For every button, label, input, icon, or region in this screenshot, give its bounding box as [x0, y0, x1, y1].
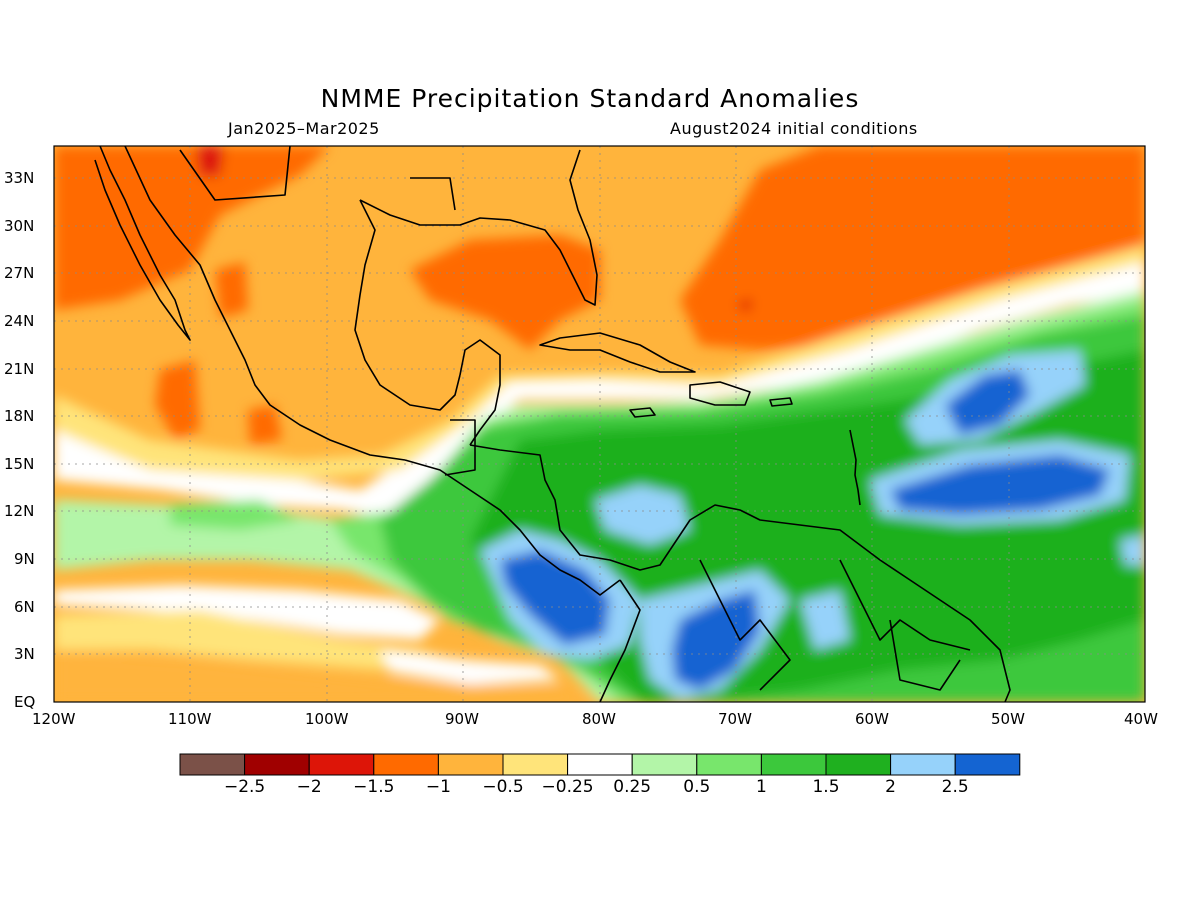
map-frame — [53, 145, 1146, 703]
colorbar-swatch — [567, 753, 633, 776]
colorbar-swatch — [825, 753, 892, 776]
lon-label: 120W — [32, 710, 76, 728]
colorbar-swatch — [373, 753, 439, 776]
lon-label: 90W — [445, 710, 479, 728]
colorbar-swatch — [437, 753, 504, 776]
colorbar-tick-label: 0.5 — [683, 777, 711, 797]
colorbar-tick-label: 2 — [885, 777, 896, 797]
grid-lines — [54, 146, 1145, 702]
colorbar-swatch — [760, 753, 827, 776]
lat-label: 18N — [4, 407, 35, 425]
lat-label: 27N — [4, 264, 35, 282]
lat-label: 12N — [4, 502, 35, 520]
colorbar-swatch — [179, 753, 246, 776]
colorbar-tick-label: −0.25 — [541, 777, 594, 797]
colorbar-swatch — [631, 753, 698, 776]
colorbar-tick-label: −1.5 — [353, 777, 395, 797]
lon-label: 40W — [1124, 710, 1158, 728]
colorbar-swatch — [244, 753, 310, 776]
lat-label: 15N — [4, 455, 35, 473]
colorbar-swatch — [954, 753, 1021, 776]
colorbar-swatch — [696, 753, 762, 776]
lat-label: 33N — [4, 169, 35, 187]
colorbar-tick-label: −1 — [425, 777, 451, 797]
lat-label: 21N — [4, 360, 35, 378]
colorbar-tick-label: −0.5 — [482, 777, 524, 797]
colorbar-tick-label: 1.5 — [812, 777, 840, 797]
lat-label: 6N — [14, 598, 35, 616]
colorbar-tick-label: 0.25 — [613, 777, 652, 797]
lon-label: 70W — [718, 710, 752, 728]
lat-label: 3N — [14, 645, 35, 663]
initial-conditions-label: August2024 initial conditions — [670, 119, 918, 138]
colorbar-tick-label: −2 — [296, 777, 322, 797]
lon-label: 50W — [991, 710, 1025, 728]
coastlines — [94, 146, 1011, 702]
map-title: NMME Precipitation Standard Anomalies — [320, 84, 860, 113]
colorbar-swatch — [502, 753, 569, 776]
lat-label: 30N — [4, 217, 35, 235]
colorbar-swatch — [890, 753, 956, 776]
lat-label: 24N — [4, 312, 35, 330]
season-label: Jan2025–Mar2025 — [228, 119, 380, 138]
lon-label: 100W — [305, 710, 349, 728]
colorbar-swatch — [308, 753, 375, 776]
lat-label: 9N — [14, 550, 35, 568]
anomaly-field — [54, 146, 1145, 702]
colorbar-tick-label: −2.5 — [223, 777, 266, 797]
lon-label: 80W — [582, 710, 616, 728]
lat-label: EQ — [14, 693, 36, 711]
colorbar-tick-label: 2.5 — [941, 777, 969, 797]
lon-label: 60W — [855, 710, 889, 728]
colorbar-tick-label: 1 — [755, 777, 767, 797]
lon-label: 110W — [168, 710, 212, 728]
